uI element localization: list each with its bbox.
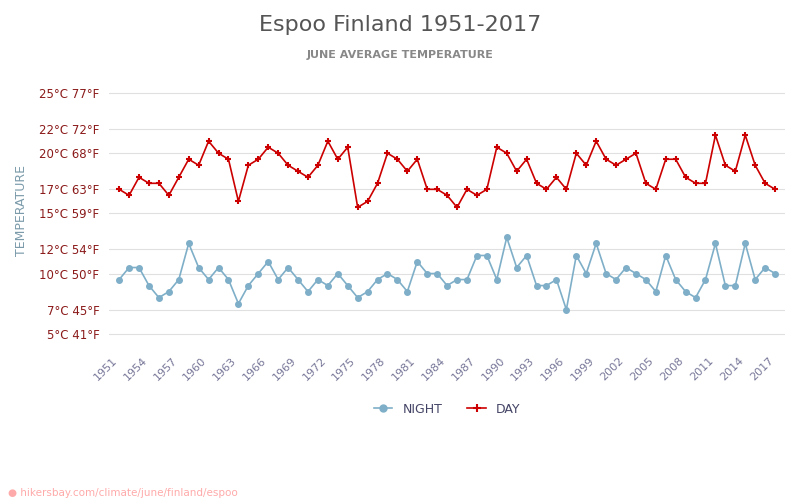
Y-axis label: TEMPERATURE: TEMPERATURE <box>15 165 28 256</box>
Legend: NIGHT, DAY: NIGHT, DAY <box>369 398 526 420</box>
Text: ● hikersbay.com/climate/june/finland/espoo: ● hikersbay.com/climate/june/finland/esp… <box>8 488 238 498</box>
Text: Espoo Finland 1951-2017: Espoo Finland 1951-2017 <box>259 15 541 35</box>
Text: JUNE AVERAGE TEMPERATURE: JUNE AVERAGE TEMPERATURE <box>306 50 494 60</box>
